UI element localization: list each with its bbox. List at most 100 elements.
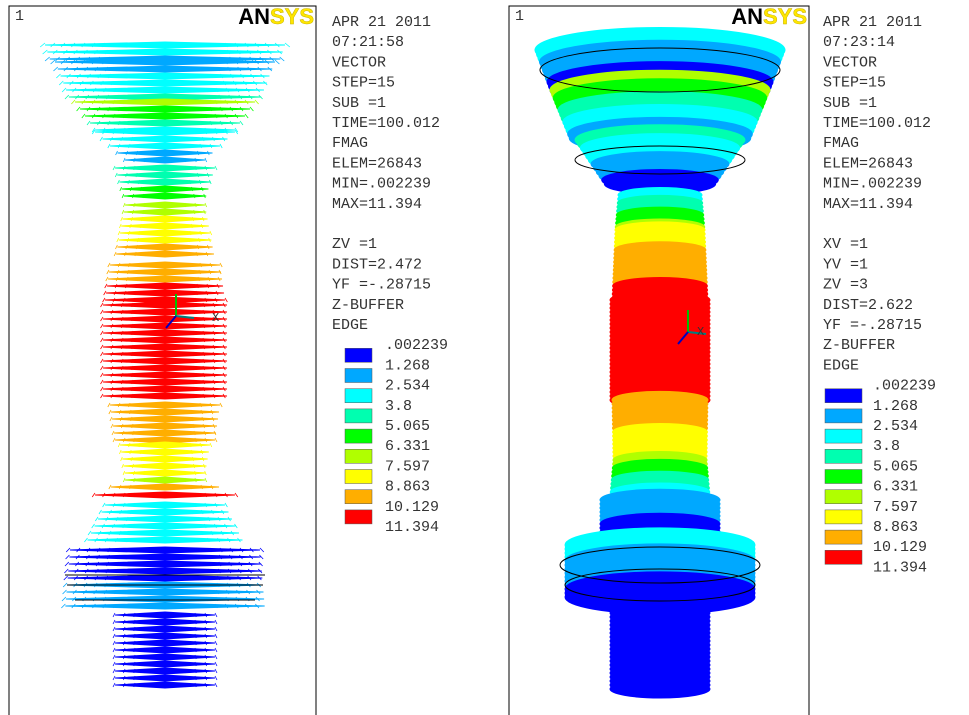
info-line: MAX=11.394 <box>823 196 913 213</box>
triad-label: X <box>212 311 219 325</box>
info-line: FMAG <box>823 135 859 152</box>
vector-arrow <box>151 187 152 191</box>
logo-part: SYS <box>763 4 807 29</box>
legend-value: 2.534 <box>873 418 918 435</box>
info-line: MAX=11.394 <box>332 196 422 213</box>
legend-swatch <box>345 348 372 362</box>
info-line: MIN=.002239 <box>332 176 431 193</box>
legend-swatch <box>345 490 372 504</box>
view-line: DIST=2.472 <box>332 256 422 273</box>
window-number: 1 <box>515 8 524 25</box>
legend-swatch <box>345 449 372 463</box>
vector-arrow <box>178 538 179 542</box>
info-line: VECTOR <box>332 54 386 71</box>
vector-arrow <box>151 224 152 228</box>
view-line: YF =-.28715 <box>823 317 922 334</box>
vector-arrow <box>179 270 180 274</box>
legend-value: 1.268 <box>873 398 918 415</box>
info-line: TIME=100.012 <box>823 115 931 132</box>
info-line: STEP=15 <box>823 75 886 92</box>
legend-swatch <box>345 409 372 423</box>
legend-value: 11.394 <box>385 519 439 536</box>
info-line: STEP=15 <box>332 75 395 92</box>
screenshot: 1ANSYSXAPR 21 201107:21:58VECTORSTEP=15S… <box>0 0 969 715</box>
info-line: 07:21:58 <box>332 34 404 51</box>
legend-value: 7.597 <box>385 458 430 475</box>
window-number: 1 <box>15 8 24 25</box>
view-line: EDGE <box>823 357 859 374</box>
vector-arrow <box>152 217 153 221</box>
legend-swatch <box>345 429 372 443</box>
vector-arrow <box>178 576 179 580</box>
view-line: Z-BUFFER <box>823 337 895 354</box>
legend-value: 6.331 <box>385 438 430 455</box>
legend-swatch <box>345 369 372 383</box>
legend-swatch <box>825 429 862 443</box>
view-line: XV =1 <box>823 236 868 253</box>
vector-arrow <box>178 67 179 71</box>
legend-value: 7.597 <box>873 499 918 516</box>
logo-part: SYS <box>270 4 314 29</box>
legend-swatch <box>345 510 372 524</box>
view-line: DIST=2.622 <box>823 297 913 314</box>
logo-part: AN <box>238 4 270 29</box>
info-line: MIN=.002239 <box>823 176 922 193</box>
legend-swatch <box>825 449 862 463</box>
vector-arrow <box>151 417 152 421</box>
view-line: ZV =1 <box>332 236 377 253</box>
legend-value: 5.065 <box>385 418 430 435</box>
vector-arrow <box>178 517 179 521</box>
vector-arrow <box>152 457 153 461</box>
info-line: APR 21 2011 <box>823 14 922 31</box>
view-line: Z-BUFFER <box>332 297 404 314</box>
legend-value: 10.129 <box>385 499 439 516</box>
logo-part: AN <box>731 4 763 29</box>
info-line: TIME=100.012 <box>332 115 440 132</box>
vector-arrow <box>179 95 180 99</box>
info-line: VECTOR <box>823 54 877 71</box>
view-line: YV =1 <box>823 256 868 273</box>
vector-arrow <box>152 137 153 141</box>
ansys-logo: ANSYS <box>238 4 314 29</box>
view-line: YF =-.28715 <box>332 277 431 294</box>
legend-swatch <box>825 510 862 524</box>
info-line: APR 21 2011 <box>332 14 431 31</box>
vector-ring <box>610 680 710 698</box>
legend-value: 5.065 <box>873 458 918 475</box>
legend-swatch <box>825 530 862 544</box>
legend-value: 11.394 <box>873 559 927 576</box>
vector-arrow <box>179 555 180 559</box>
legend-value: 10.129 <box>873 539 927 556</box>
view-line: ZV =3 <box>823 277 868 294</box>
legend-swatch <box>825 409 862 423</box>
legend-value: 3.8 <box>385 398 412 415</box>
vector-arrow <box>179 562 180 566</box>
legend-value: 8.863 <box>873 519 918 536</box>
info-line: SUB =1 <box>332 95 386 112</box>
vector-arrow <box>150 531 151 535</box>
legend-value: 6.331 <box>873 479 918 496</box>
info-line: ELEM=26843 <box>823 155 913 172</box>
vector-arrow <box>150 485 151 489</box>
info-line: 07:23:14 <box>823 34 895 51</box>
vector-arrow <box>179 238 180 242</box>
legend-value: 2.534 <box>385 378 430 395</box>
vector-arrow <box>178 277 179 281</box>
vector-arrow <box>150 410 151 414</box>
triad-label: X <box>697 325 704 339</box>
vector-arrow <box>151 510 152 514</box>
legend-swatch <box>825 470 862 484</box>
legend-value: .002239 <box>385 337 448 354</box>
info-line: ELEM=26843 <box>332 155 422 172</box>
ansys-logo: ANSYS <box>731 4 807 29</box>
legend-swatch <box>825 490 862 504</box>
legend-swatch <box>345 389 372 403</box>
info-line: SUB =1 <box>823 95 877 112</box>
legend-value: 3.8 <box>873 438 900 455</box>
vector-arrow <box>178 569 179 573</box>
legend-value: .002239 <box>873 378 936 395</box>
info-line: FMAG <box>332 135 368 152</box>
vector-arrow <box>179 180 180 184</box>
legend-swatch <box>825 550 862 564</box>
legend-swatch <box>345 470 372 484</box>
